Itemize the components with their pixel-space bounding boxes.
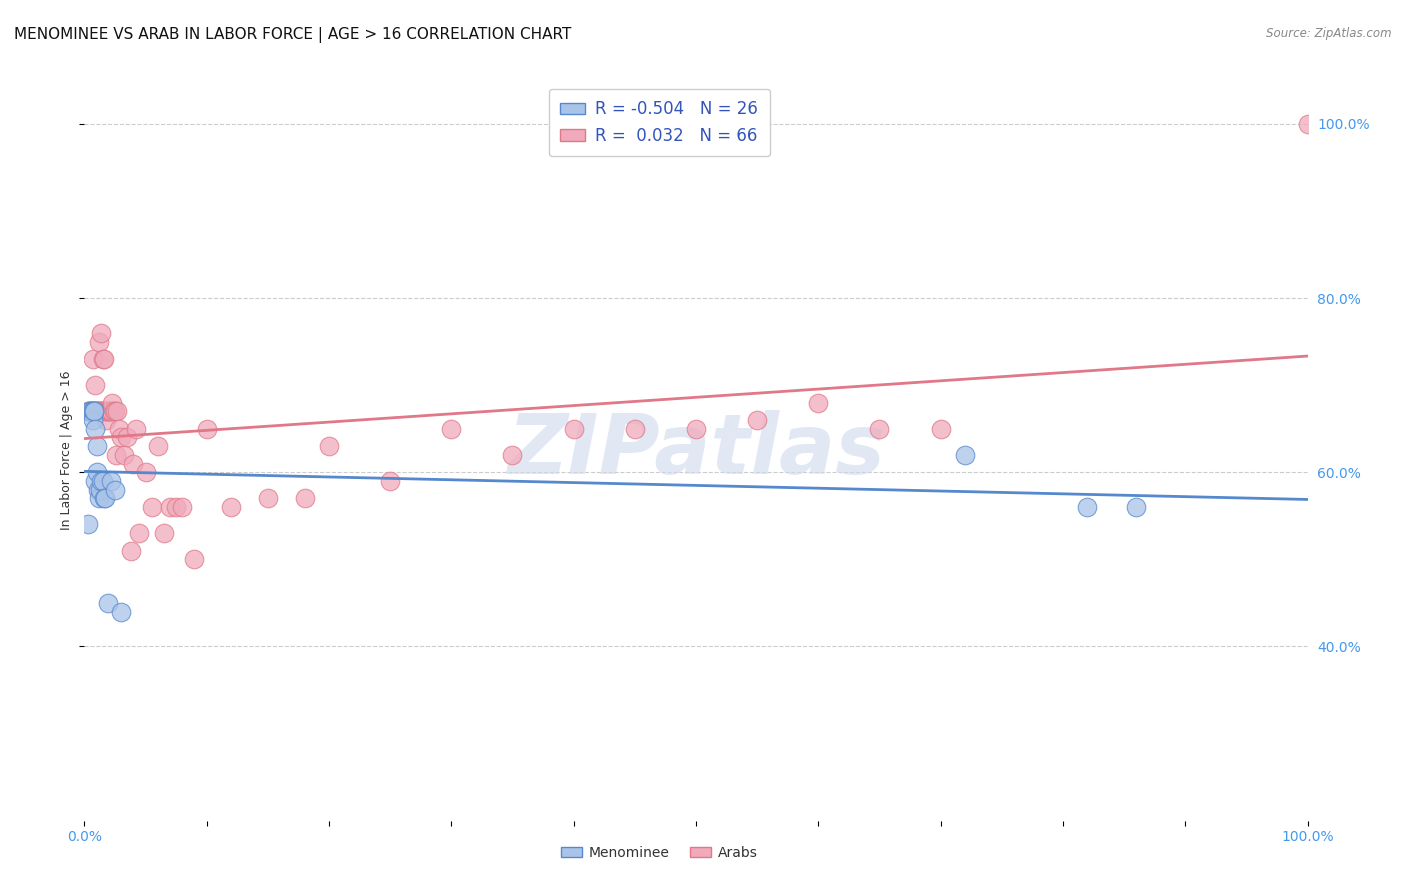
Point xyxy=(195,422,218,436)
Point xyxy=(104,404,127,418)
Point xyxy=(83,404,105,418)
Point xyxy=(562,422,585,436)
Point xyxy=(77,517,100,532)
Point xyxy=(77,404,100,418)
Point xyxy=(90,474,112,488)
Point xyxy=(93,351,115,366)
Point xyxy=(128,526,150,541)
Point xyxy=(1296,117,1319,131)
Point xyxy=(294,491,316,506)
Point xyxy=(502,448,524,462)
Point xyxy=(86,404,108,418)
Point xyxy=(84,404,107,418)
Point xyxy=(77,404,100,418)
Text: MENOMINEE VS ARAB IN LABOR FORCE | AGE > 16 CORRELATION CHART: MENOMINEE VS ARAB IN LABOR FORCE | AGE >… xyxy=(14,27,571,43)
Point xyxy=(97,404,120,418)
Point xyxy=(87,334,110,349)
Point xyxy=(82,351,104,366)
Point xyxy=(107,422,129,436)
Point xyxy=(747,413,769,427)
Point xyxy=(87,491,110,506)
Point xyxy=(87,483,110,497)
Point xyxy=(219,500,242,514)
Point xyxy=(103,404,125,418)
Point xyxy=(380,474,402,488)
Point xyxy=(86,404,108,418)
Point xyxy=(105,404,128,418)
Point xyxy=(159,500,181,514)
Point xyxy=(100,404,122,418)
Point xyxy=(82,404,104,418)
Point xyxy=(86,465,108,479)
Point xyxy=(440,422,463,436)
Point xyxy=(93,491,115,506)
Point xyxy=(869,422,891,436)
Point xyxy=(115,430,138,444)
Point xyxy=(91,351,114,366)
Point xyxy=(96,413,118,427)
Point xyxy=(84,378,107,392)
Point xyxy=(80,404,103,418)
Point xyxy=(257,491,280,506)
Text: Source: ZipAtlas.com: Source: ZipAtlas.com xyxy=(1267,27,1392,40)
Point xyxy=(79,404,101,418)
Point xyxy=(172,500,194,514)
Point xyxy=(97,596,120,610)
Point xyxy=(87,404,110,418)
Text: ZIPatlas: ZIPatlas xyxy=(508,410,884,491)
Point xyxy=(80,404,103,418)
Point xyxy=(84,474,107,488)
Point xyxy=(112,448,135,462)
Point xyxy=(104,483,127,497)
Point xyxy=(183,552,205,566)
Point xyxy=(84,422,107,436)
Point xyxy=(122,457,145,471)
Point xyxy=(929,422,952,436)
Point xyxy=(82,404,104,418)
Point xyxy=(141,500,163,514)
Point xyxy=(94,491,117,506)
Point xyxy=(91,474,114,488)
Point xyxy=(624,422,647,436)
Point xyxy=(120,543,142,558)
Point xyxy=(90,326,112,340)
Y-axis label: In Labor Force | Age > 16: In Labor Force | Age > 16 xyxy=(59,371,73,530)
Point xyxy=(86,404,108,418)
Point xyxy=(94,404,117,418)
Point xyxy=(105,448,128,462)
Point xyxy=(685,422,707,436)
Point xyxy=(101,395,124,409)
Point xyxy=(146,439,169,453)
Point xyxy=(1076,500,1098,514)
Point xyxy=(77,404,100,418)
Point xyxy=(153,526,176,541)
Point xyxy=(82,413,104,427)
Point xyxy=(83,404,105,418)
Point xyxy=(110,430,132,444)
Point xyxy=(165,500,187,514)
Point xyxy=(135,465,157,479)
Point xyxy=(318,439,340,453)
Point xyxy=(96,404,118,418)
Point xyxy=(1125,500,1147,514)
Point xyxy=(91,404,114,418)
Point xyxy=(97,404,120,418)
Point xyxy=(79,404,101,418)
Point xyxy=(953,448,976,462)
Point xyxy=(100,474,122,488)
Point xyxy=(125,422,148,436)
Point xyxy=(93,404,115,418)
Legend: Menominee, Arabs: Menominee, Arabs xyxy=(555,840,763,865)
Point xyxy=(83,404,105,418)
Point xyxy=(90,404,112,418)
Point xyxy=(98,404,121,418)
Point xyxy=(86,439,108,453)
Point xyxy=(807,395,830,409)
Point xyxy=(89,404,111,418)
Point xyxy=(89,483,111,497)
Point xyxy=(87,404,110,418)
Point xyxy=(110,605,132,619)
